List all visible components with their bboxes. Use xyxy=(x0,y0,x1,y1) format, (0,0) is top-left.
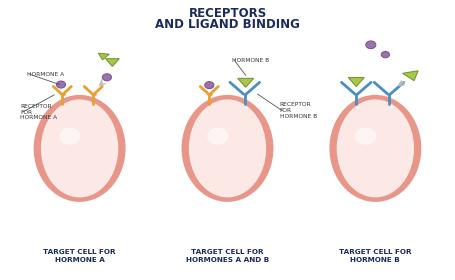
Ellipse shape xyxy=(34,95,126,202)
Ellipse shape xyxy=(355,128,376,145)
Polygon shape xyxy=(403,71,418,81)
Polygon shape xyxy=(238,78,254,87)
Ellipse shape xyxy=(59,128,81,145)
Polygon shape xyxy=(348,78,364,87)
Text: TARGET CELL FOR
HORMONES A AND B: TARGET CELL FOR HORMONES A AND B xyxy=(186,249,269,263)
Text: RECEPTORS: RECEPTORS xyxy=(188,7,267,20)
Text: RECEPTOR
FOR
HORMONE B: RECEPTOR FOR HORMONE B xyxy=(280,102,317,119)
Ellipse shape xyxy=(182,95,273,202)
Ellipse shape xyxy=(207,128,228,145)
Polygon shape xyxy=(106,59,119,66)
Ellipse shape xyxy=(337,99,414,197)
Ellipse shape xyxy=(56,81,66,88)
Text: TARGET CELL FOR
HORMONE B: TARGET CELL FOR HORMONE B xyxy=(339,249,412,263)
Ellipse shape xyxy=(102,74,111,81)
Text: TARGET CELL FOR
HORMONE A: TARGET CELL FOR HORMONE A xyxy=(43,249,116,263)
Text: HORMONE A: HORMONE A xyxy=(27,72,65,77)
Text: AND LIGAND BINDING: AND LIGAND BINDING xyxy=(155,18,300,31)
Polygon shape xyxy=(98,53,109,60)
Ellipse shape xyxy=(366,41,376,49)
Ellipse shape xyxy=(205,82,214,88)
Text: RECEPTOR
FOR
HORMONE A: RECEPTOR FOR HORMONE A xyxy=(20,104,58,120)
Ellipse shape xyxy=(41,99,118,197)
Ellipse shape xyxy=(329,95,421,202)
Ellipse shape xyxy=(189,99,266,197)
Ellipse shape xyxy=(381,52,389,58)
Text: HORMONE B: HORMONE B xyxy=(232,58,269,63)
